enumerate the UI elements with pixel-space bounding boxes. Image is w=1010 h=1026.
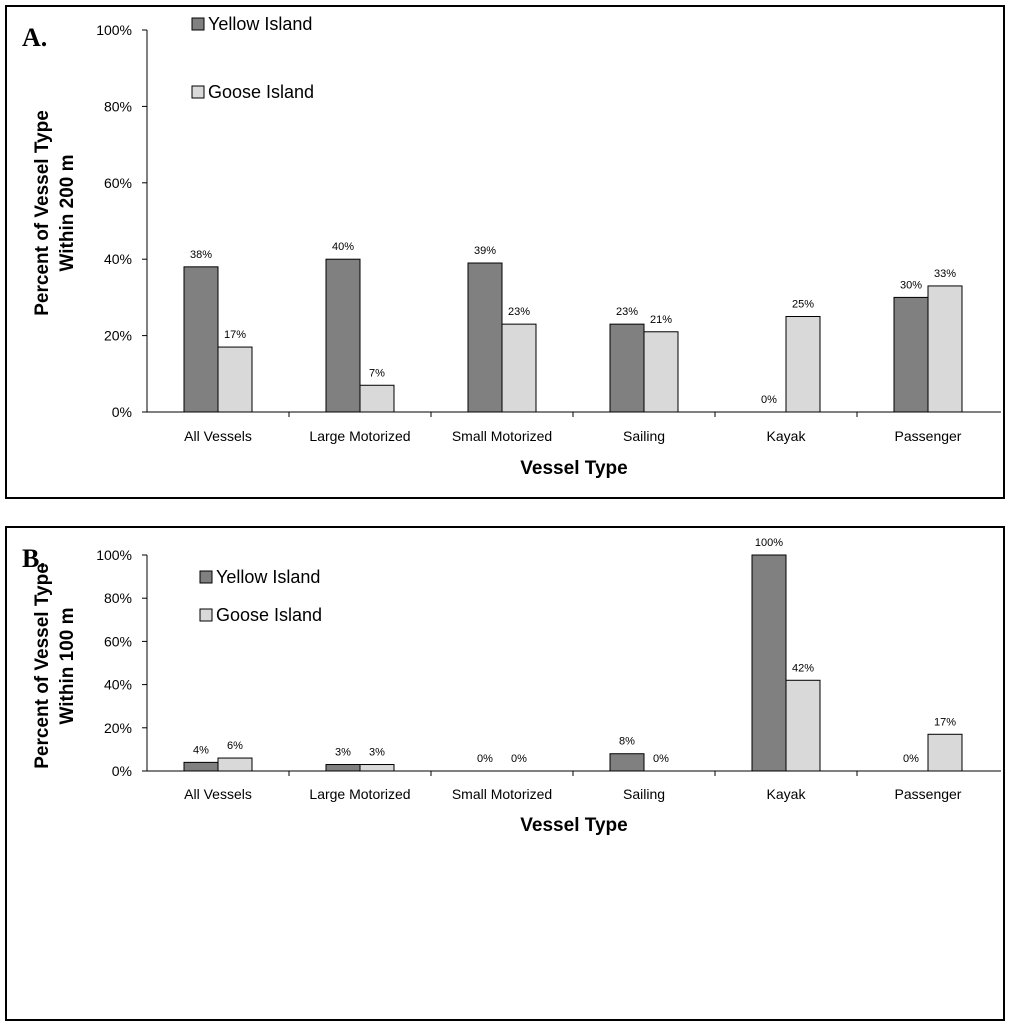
category-label: Kayak bbox=[767, 786, 807, 802]
legend-swatch bbox=[199, 608, 213, 622]
data-label: 40% bbox=[332, 241, 354, 253]
bar-yellow-island bbox=[183, 761, 219, 772]
legend-entry: Goose Island bbox=[216, 605, 322, 625]
category-label: Sailing bbox=[623, 428, 665, 444]
y-axis-title: Percent of Vessel Type Within 200 m bbox=[32, 110, 78, 316]
data-label: 0% bbox=[477, 753, 493, 765]
data-label: 39% bbox=[474, 245, 496, 257]
panel-label: A. bbox=[22, 23, 47, 52]
bar-yellow-island bbox=[609, 753, 645, 772]
category-label: Sailing bbox=[623, 786, 665, 802]
y-tick-label: 80% bbox=[104, 98, 132, 114]
legend-swatch bbox=[199, 570, 213, 584]
data-label: 100% bbox=[755, 537, 783, 549]
bar-yellow-island bbox=[467, 262, 503, 413]
y-axis-title-line1: Percent of Vessel Type bbox=[32, 110, 53, 316]
legend-entry: Yellow Island bbox=[216, 567, 320, 587]
category-label: Large Motorized bbox=[309, 786, 410, 802]
bar-goose-island bbox=[217, 346, 253, 413]
data-label: 38% bbox=[190, 249, 212, 261]
y-tick-label: 0% bbox=[112, 763, 132, 779]
category-label: Small Motorized bbox=[452, 428, 552, 444]
bar-goose-island bbox=[359, 764, 395, 772]
bar-goose-island bbox=[643, 331, 679, 413]
data-label: 23% bbox=[616, 306, 638, 318]
x-axis-title: Vessel Type bbox=[520, 815, 627, 836]
bar-yellow-island bbox=[751, 554, 787, 772]
bar-yellow-island bbox=[609, 323, 645, 413]
data-label: 6% bbox=[227, 740, 243, 752]
data-label: 3% bbox=[335, 747, 351, 759]
y-tick-label: 20% bbox=[104, 328, 132, 344]
data-label: 7% bbox=[369, 367, 385, 379]
data-label: 0% bbox=[761, 394, 777, 406]
panel-frame bbox=[5, 5, 1005, 499]
legend-swatch bbox=[191, 85, 205, 99]
bar-yellow-island bbox=[893, 296, 929, 413]
category-label: Small Motorized bbox=[452, 786, 552, 802]
bar-goose-island bbox=[927, 285, 963, 413]
bar-goose-island bbox=[217, 757, 253, 772]
bar-goose-island bbox=[785, 316, 821, 413]
category-label: Passenger bbox=[895, 786, 962, 802]
category-label: Large Motorized bbox=[309, 428, 410, 444]
data-label: 33% bbox=[934, 268, 956, 280]
data-label: 17% bbox=[224, 329, 246, 341]
data-label: 0% bbox=[653, 753, 669, 765]
data-label: 25% bbox=[792, 299, 814, 311]
data-label: 8% bbox=[619, 736, 635, 748]
bar-yellow-island bbox=[183, 266, 219, 413]
data-label: 0% bbox=[903, 753, 919, 765]
bar-goose-island bbox=[927, 733, 963, 772]
x-axis-title: Vessel Type bbox=[520, 458, 627, 479]
y-tick-label: 60% bbox=[104, 175, 132, 191]
panel-a: A. 0% 20% 40% 60% 80% 100% All Vessels 38% 17% Lar… bbox=[5, 5, 1005, 499]
y-tick-label: 80% bbox=[104, 590, 132, 606]
y-tick-label: 0% bbox=[112, 404, 132, 420]
bar-yellow-island bbox=[325, 764, 361, 772]
legend-entry: Goose Island bbox=[208, 82, 314, 102]
panel-frame bbox=[5, 526, 1005, 1021]
y-tick-label: 100% bbox=[96, 22, 132, 38]
y-tick-label: 40% bbox=[104, 251, 132, 267]
legend-entry: Yellow Island bbox=[208, 14, 312, 34]
y-tick-label: 100% bbox=[96, 547, 132, 563]
category-label: All Vessels bbox=[184, 428, 252, 444]
y-axis-title-line1: Percent of Vessel Type bbox=[32, 563, 53, 769]
y-axis-title: Percent of Vessel Type Within 100 m bbox=[32, 563, 78, 769]
bar-goose-island bbox=[501, 323, 537, 413]
category-label: All Vessels bbox=[184, 786, 252, 802]
y-tick-label: 60% bbox=[104, 633, 132, 649]
legend-swatch bbox=[191, 17, 205, 31]
category-label: Kayak bbox=[767, 428, 807, 444]
bar-goose-island bbox=[785, 679, 821, 772]
data-label: 23% bbox=[508, 306, 530, 318]
bar-yellow-island bbox=[325, 258, 361, 413]
y-axis-title-line2: Within 100 m bbox=[57, 607, 78, 724]
data-label: 3% bbox=[369, 747, 385, 759]
data-label: 30% bbox=[900, 279, 922, 291]
panel-label: B. bbox=[22, 544, 46, 573]
data-label: 42% bbox=[792, 662, 814, 674]
data-label: 17% bbox=[934, 716, 956, 728]
category-label: Passenger bbox=[895, 428, 962, 444]
data-label: 0% bbox=[511, 753, 527, 765]
y-axis-title-line2: Within 200 m bbox=[57, 154, 78, 271]
panel-b: B. 0% 20% 40% 60% 80% 100% All Vessels 4% 6% Large… bbox=[5, 526, 1005, 1021]
y-tick-label: 40% bbox=[104, 677, 132, 693]
data-label: 21% bbox=[650, 314, 672, 326]
bar-goose-island bbox=[359, 384, 395, 413]
data-label: 4% bbox=[193, 744, 209, 756]
y-tick-label: 20% bbox=[104, 720, 132, 736]
